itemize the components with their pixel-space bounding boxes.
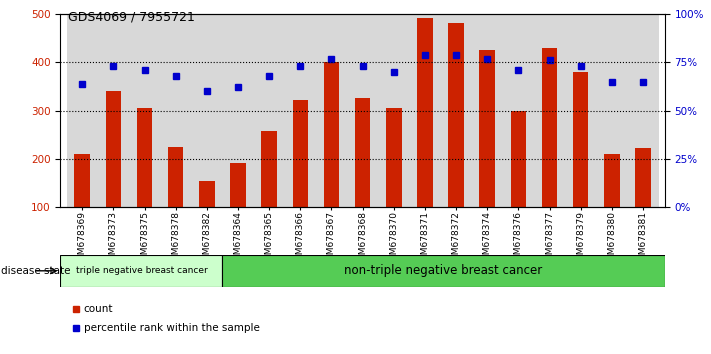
Bar: [448, 23, 464, 207]
Text: non-triple negative breast cancer: non-triple negative breast cancer: [345, 264, 542, 277]
Bar: [67, 14, 98, 207]
Text: GDS4069 / 7955721: GDS4069 / 7955721: [68, 11, 194, 24]
Bar: [160, 14, 191, 207]
Bar: [60, 255, 223, 287]
Bar: [479, 50, 495, 207]
Bar: [98, 14, 129, 207]
Bar: [129, 14, 160, 207]
Bar: [534, 14, 565, 207]
Bar: [542, 48, 557, 207]
Bar: [417, 18, 433, 207]
Bar: [316, 14, 347, 207]
Bar: [510, 110, 526, 207]
Bar: [347, 14, 378, 207]
Bar: [223, 255, 665, 287]
Bar: [565, 14, 597, 207]
Text: count: count: [84, 304, 113, 314]
Bar: [597, 14, 627, 207]
Bar: [75, 154, 90, 207]
Bar: [471, 14, 503, 207]
Bar: [137, 108, 152, 207]
Bar: [386, 108, 402, 207]
Bar: [292, 99, 308, 207]
Bar: [262, 131, 277, 207]
Text: percentile rank within the sample: percentile rank within the sample: [84, 323, 260, 333]
Bar: [378, 14, 410, 207]
Bar: [324, 62, 339, 207]
Bar: [191, 14, 223, 207]
Bar: [355, 98, 370, 207]
Bar: [441, 14, 471, 207]
Bar: [284, 14, 316, 207]
Bar: [223, 14, 254, 207]
Bar: [106, 91, 121, 207]
Bar: [410, 14, 441, 207]
Bar: [635, 148, 651, 207]
Bar: [199, 181, 215, 207]
Bar: [573, 72, 589, 207]
Bar: [604, 154, 619, 207]
Bar: [230, 163, 246, 207]
Text: triple negative breast cancer: triple negative breast cancer: [75, 266, 208, 275]
Bar: [627, 14, 658, 207]
Bar: [503, 14, 534, 207]
Text: disease state: disease state: [1, 266, 70, 276]
Bar: [254, 14, 284, 207]
Bar: [168, 147, 183, 207]
